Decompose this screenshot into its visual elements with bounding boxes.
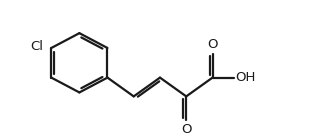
Text: O: O	[181, 123, 192, 136]
Text: Cl: Cl	[31, 40, 44, 53]
Text: OH: OH	[236, 71, 256, 84]
Text: O: O	[207, 38, 218, 51]
